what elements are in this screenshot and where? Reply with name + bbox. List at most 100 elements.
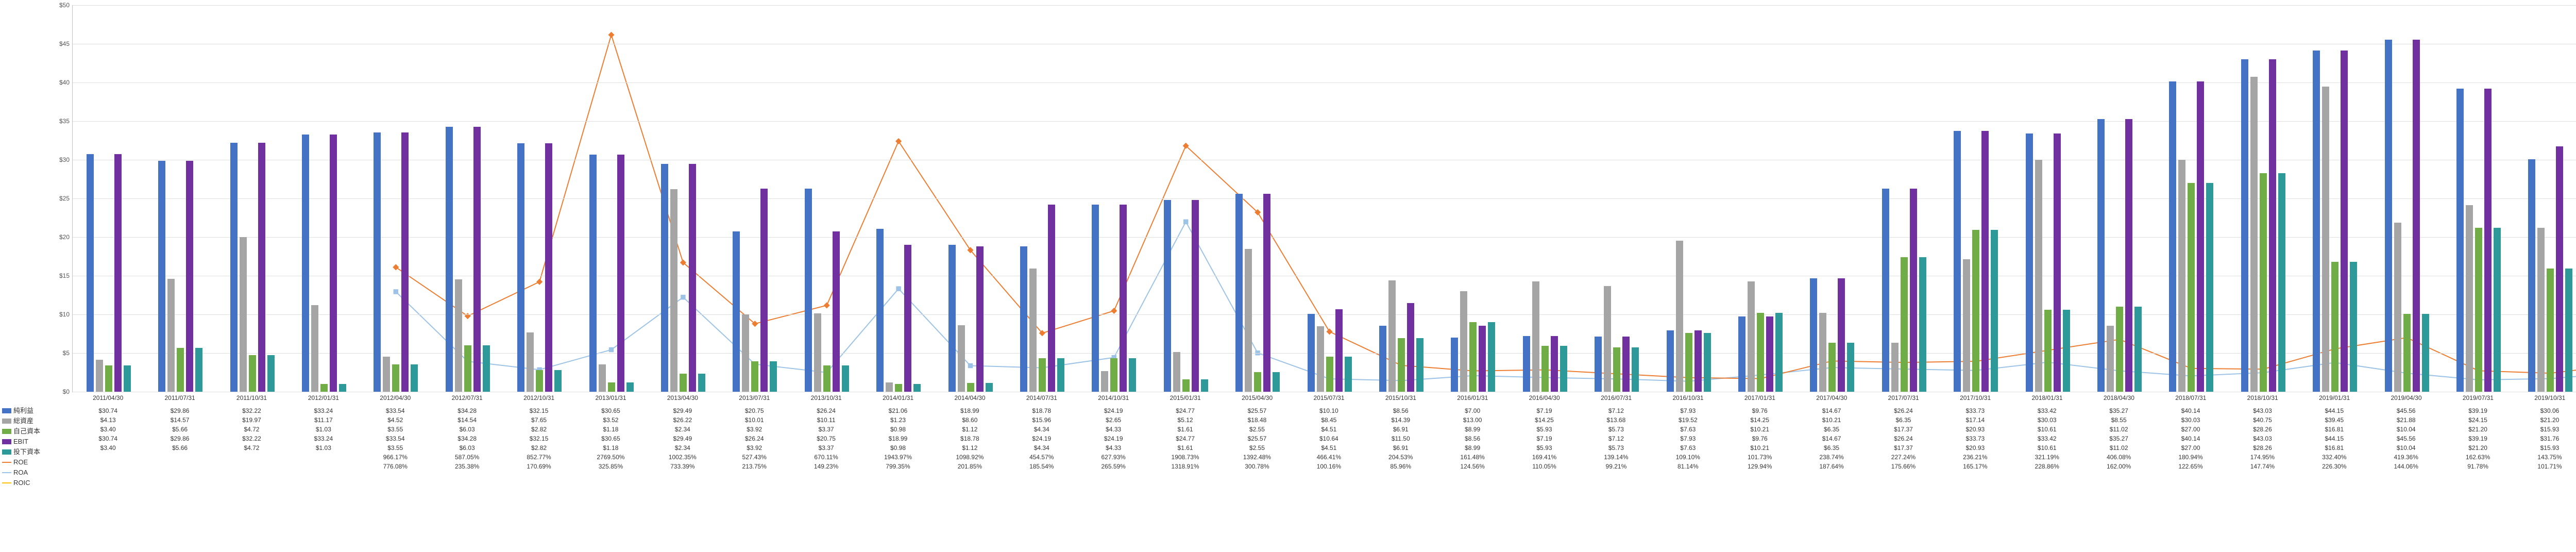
- bar-invested_capital: [842, 365, 849, 392]
- bar-equity: [751, 361, 758, 392]
- marker-roe: [609, 32, 614, 38]
- x-tick: 2017/10/31: [1940, 394, 2010, 402]
- table-cell: $33.24: [287, 434, 359, 443]
- table-cell: $3.52: [575, 415, 647, 425]
- table-cell: 454.57%: [1006, 453, 1077, 462]
- bar-ebit: [2556, 146, 2563, 392]
- bar-net_income: [2241, 59, 2248, 392]
- bar-total_assets: [1819, 313, 1826, 392]
- table-cell: $3.40: [72, 425, 144, 434]
- table-cell: $30.06: [2514, 406, 2576, 415]
- table-cell: $8.56: [1365, 406, 1436, 415]
- table-cell: $11.17: [287, 415, 359, 425]
- table-cell: $10.01: [719, 415, 790, 425]
- bar-invested_capital: [267, 355, 275, 392]
- legend-label: 投下資本: [13, 447, 40, 457]
- table-cell: $9.76: [1724, 434, 1795, 443]
- x-tick: 2018/01/31: [2012, 394, 2082, 402]
- table-cell: 100.16%: [1293, 462, 1365, 471]
- table-cell: $19.97: [216, 415, 287, 425]
- table-cell: $4.51: [1293, 443, 1365, 453]
- table-cell: [1652, 471, 1724, 480]
- y-left-tick: $10: [52, 311, 70, 318]
- table-cell: 1002.35%: [647, 453, 718, 462]
- legend-item-roa: ROA: [2, 468, 69, 477]
- table-cell: $1.03: [287, 425, 359, 434]
- table-cell: $44.15: [2298, 434, 2370, 443]
- marker-roa: [896, 287, 901, 291]
- table-cell: $32.15: [503, 406, 574, 415]
- table-cell: 300.78%: [1221, 462, 1293, 471]
- bar-net_income: [446, 127, 453, 392]
- table-cell: $7.00: [1436, 406, 1508, 415]
- table-cell: 185.54%: [1006, 462, 1077, 471]
- table-cell: [1795, 471, 1867, 480]
- table-cell: $29.86: [144, 434, 215, 443]
- table-cell: $31.76: [2514, 434, 2576, 443]
- table-cell: $27.00: [2155, 443, 2226, 453]
- table-cell: $43.03: [2227, 406, 2298, 415]
- table-cell: $35.27: [2083, 406, 2155, 415]
- table-cell: [719, 471, 790, 480]
- bar-ebit: [2341, 51, 2348, 392]
- table-cell: 170.69%: [503, 462, 574, 471]
- table-cell: $32.15: [503, 434, 574, 443]
- table-cell: [2370, 471, 2442, 480]
- marker-roa: [609, 348, 614, 352]
- bar-equity: [1901, 257, 1908, 392]
- bar-invested_capital: [339, 384, 346, 392]
- bar-equity: [1613, 347, 1620, 392]
- table-cell: $25.57: [1221, 406, 1293, 415]
- bar-net_income: [2385, 40, 2392, 392]
- table-cell: $7.63: [1652, 425, 1724, 434]
- table-cell: $4.72: [216, 425, 287, 434]
- table-cell: $26.24: [790, 406, 862, 415]
- table-cell: $15.93: [2514, 443, 2576, 453]
- bar-ebit: [1766, 316, 1773, 392]
- table-cell: $8.55: [2083, 415, 2155, 425]
- table-cell: $10.61: [2011, 425, 2083, 434]
- table-cell: [1724, 471, 1795, 480]
- marker-roa: [394, 290, 398, 294]
- table-cell: 1943.97%: [862, 453, 934, 462]
- table-cell: $21.20: [2442, 443, 2514, 453]
- table-cell: $9.76: [1724, 406, 1795, 415]
- x-tick: 2017/07/31: [1869, 394, 1939, 402]
- table-cell: $21.06: [862, 406, 934, 415]
- table-cell: $20.93: [1939, 425, 2011, 434]
- bar-net_income: [2097, 119, 2105, 392]
- bar-equity: [392, 364, 399, 392]
- table-cell: [72, 471, 144, 480]
- bar-net_income: [517, 143, 524, 392]
- bar-invested_capital: [2206, 183, 2213, 392]
- bar-equity: [823, 365, 831, 392]
- bar-ebit: [1694, 330, 1702, 392]
- table-cell: 147.74%: [2227, 462, 2298, 471]
- x-tick: 2017/04/30: [1797, 394, 1867, 402]
- bar-ebit: [330, 135, 337, 392]
- table-cell: 180.94%: [2155, 453, 2226, 462]
- table-cell: 204.53%: [1365, 453, 1436, 462]
- table-cell: [790, 471, 862, 480]
- table-cell: 776.08%: [360, 462, 431, 471]
- bar-equity: [1254, 372, 1261, 392]
- bar-net_income: [805, 189, 812, 392]
- table-cell: $14.54: [431, 415, 503, 425]
- bar-net_income: [1164, 200, 1171, 392]
- bar-total_assets: [2107, 326, 2114, 392]
- x-tick: 2016/10/31: [1653, 394, 1723, 402]
- table-cell: 325.85%: [575, 462, 647, 471]
- table-cell: 406.08%: [2083, 453, 2155, 462]
- bar-ebit: [1048, 205, 1055, 392]
- table-cell: [1868, 471, 1939, 480]
- bar-ebit: [545, 143, 552, 392]
- table-cell: $7.12: [1580, 434, 1652, 443]
- table-cell: $40.75: [2227, 415, 2298, 425]
- bar-total_assets: [1173, 352, 1180, 392]
- bar-total_assets: [383, 357, 390, 392]
- table-cell: $6.35: [1795, 425, 1867, 434]
- table-cell: $15.93: [2514, 425, 2576, 434]
- bar-equity: [2547, 269, 2554, 392]
- bar-equity: [680, 374, 687, 392]
- table-cell: 587.05%: [431, 453, 503, 462]
